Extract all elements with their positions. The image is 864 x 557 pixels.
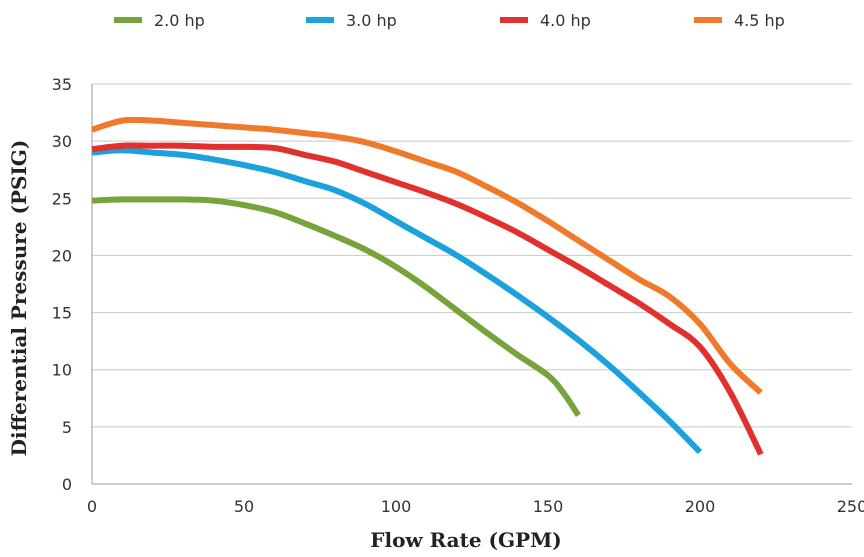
series-line-4-5-hp	[91, 116, 763, 395]
x-tick-label: 250	[837, 497, 864, 516]
y-tick-label: 30	[52, 132, 72, 151]
legend-item-2-0-hp: 2.0 hp	[114, 11, 205, 30]
legend-label: 4.0 hp	[540, 11, 591, 30]
y-tick-label: 15	[52, 304, 72, 323]
legend: 2.0 hp 3.0 hp 4.0 hp 4.5 hp	[114, 11, 785, 30]
series-line-3-0-hp	[91, 147, 703, 455]
y-tick-label: 10	[52, 361, 72, 380]
y-tick-label: 20	[52, 246, 72, 265]
y-tick-label: 25	[52, 189, 72, 208]
x-tick-labels: 0 50 100 150 200 250	[87, 497, 864, 516]
y-tick-label: 5	[62, 418, 72, 437]
gridlines	[92, 83, 852, 428]
x-tick-label: 100	[381, 497, 412, 516]
x-axis-title: Flow Rate (GPM)	[370, 528, 561, 552]
series-lines	[91, 116, 764, 456]
x-tick-label: 150	[533, 497, 564, 516]
x-tick-label: 50	[234, 497, 254, 516]
x-tick-label: 0	[87, 497, 97, 516]
series-line-2-0-hp	[91, 196, 581, 418]
y-tick-labels: 0 5 10 15 20 25 30 35	[52, 75, 72, 494]
legend-item-4-0-hp: 4.0 hp	[500, 11, 591, 30]
series-line-4-0-hp	[91, 142, 764, 456]
x-tick-label: 200	[685, 497, 716, 516]
y-tick-label: 35	[52, 75, 72, 94]
y-tick-label: 0	[62, 475, 72, 494]
legend-label: 2.0 hp	[154, 11, 205, 30]
legend-item-3-0-hp: 3.0 hp	[306, 11, 397, 30]
y-axis-title: Differential Pressure (PSIG)	[7, 140, 31, 457]
legend-item-4-5-hp: 4.5 hp	[694, 11, 785, 30]
legend-label: 3.0 hp	[346, 11, 397, 30]
legend-label: 4.5 hp	[734, 11, 785, 30]
